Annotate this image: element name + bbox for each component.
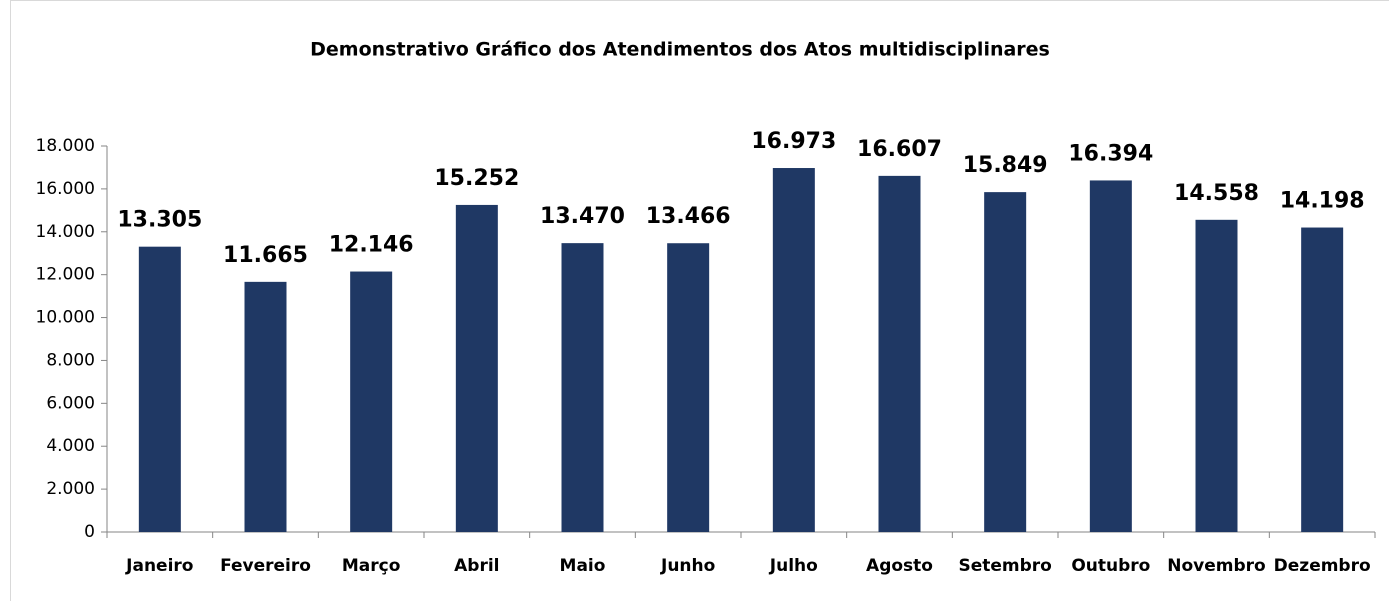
chart-title: Demonstrativo Gráfico dos Atendimentos d… [310, 39, 1050, 61]
x-tick-label: Março [342, 556, 401, 576]
x-tick-label: Setembro [958, 556, 1051, 576]
value-label: 16.394 [1068, 141, 1153, 166]
chart-frame [10, 0, 1389, 601]
value-label: 12.146 [329, 233, 414, 258]
y-tick-label: 12.000 [36, 265, 95, 285]
x-tick-label: Julho [769, 556, 818, 576]
value-label: 14.198 [1280, 189, 1365, 214]
bar [138, 246, 181, 532]
bar [455, 204, 498, 533]
value-label: 16.607 [857, 137, 942, 162]
bar [1089, 180, 1132, 533]
bar [1195, 219, 1238, 533]
bar [350, 271, 393, 532]
x-tick-label: Dezembro [1274, 556, 1371, 576]
y-tick-label: 16.000 [36, 179, 95, 199]
y-tick-label: 4.000 [46, 436, 95, 456]
x-tick-label: Fevereiro [220, 556, 311, 576]
value-label: 16.973 [751, 129, 836, 154]
y-tick-label: 14.000 [36, 222, 95, 242]
bar [1301, 227, 1344, 532]
x-tick-label: Junho [660, 556, 715, 576]
value-label: 13.466 [646, 204, 731, 229]
value-label: 13.305 [117, 208, 202, 233]
bar [878, 175, 921, 532]
x-tick-label: Abril [454, 556, 499, 576]
bar [984, 192, 1027, 532]
value-label: 15.252 [434, 166, 519, 191]
value-label: 13.470 [540, 204, 625, 229]
y-tick-label: 2.000 [46, 479, 95, 499]
x-tick-label: Agosto [866, 556, 933, 576]
value-label: 14.558 [1174, 181, 1259, 206]
x-tick-label: Novembro [1167, 556, 1265, 576]
bar [561, 243, 604, 533]
x-tick-label: Maio [560, 556, 606, 576]
y-tick-label: 18.000 [36, 136, 95, 156]
bar [772, 168, 815, 532]
x-tick-label: Janeiro [125, 556, 193, 576]
y-tick-label: 0 [84, 522, 95, 542]
x-tick-label: Outubro [1071, 556, 1150, 576]
y-tick-label: 6.000 [46, 393, 95, 413]
y-tick-label: 8.000 [46, 350, 95, 370]
y-tick-label: 10.000 [36, 308, 95, 328]
value-label: 11.665 [223, 243, 308, 268]
value-label: 15.849 [963, 153, 1048, 178]
bar [244, 281, 287, 532]
bar [667, 243, 710, 532]
